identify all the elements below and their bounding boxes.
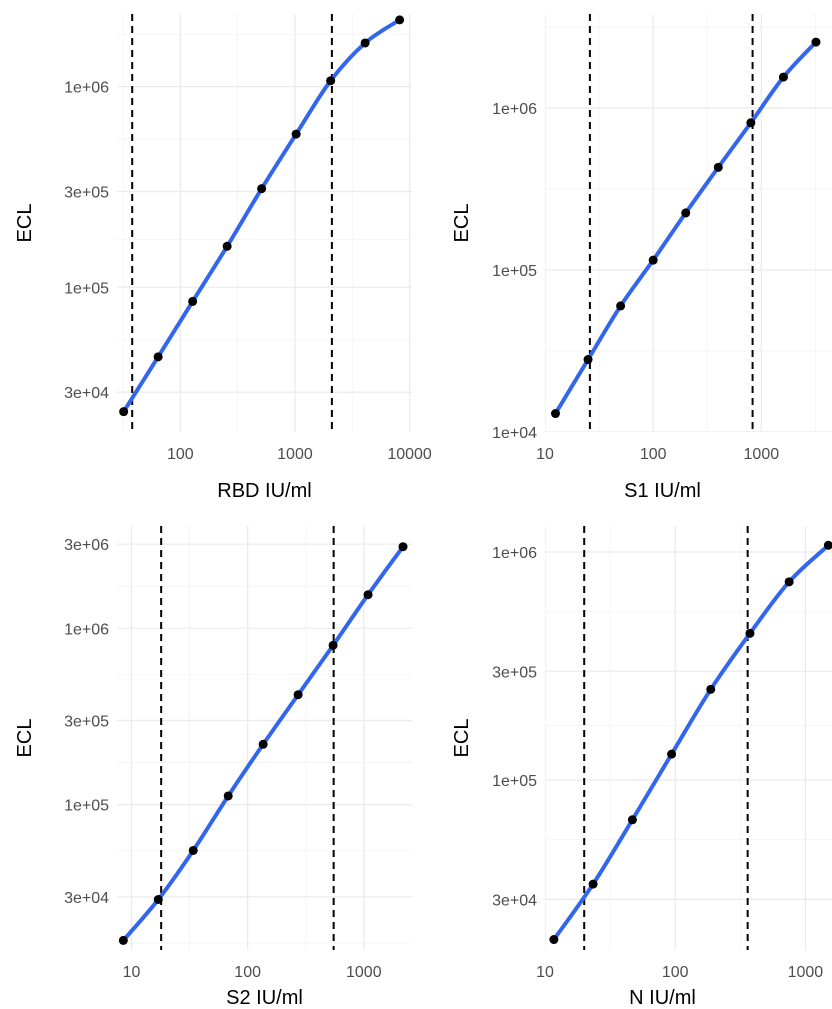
data-point — [583, 355, 593, 365]
data-point — [223, 791, 233, 801]
fit-curve — [553, 40, 818, 416]
data-point — [681, 208, 691, 218]
data-point — [326, 76, 336, 86]
x-tick-label: 10 — [123, 964, 141, 981]
x-tick-label: 1000 — [346, 964, 382, 981]
x-tick-label: 100 — [234, 964, 261, 981]
y-axis-title: ECL — [14, 204, 36, 243]
y-tick-label: 1e+05 — [64, 280, 109, 297]
y-tick-label: 1e+04 — [492, 425, 537, 442]
data-point — [550, 409, 560, 419]
x-axis-title: N IU/ml — [629, 987, 696, 1009]
y-tick-label: 1e+05 — [492, 263, 537, 280]
x-axis-title: S1 IU/ml — [624, 480, 701, 502]
y-tick-label: 1e+05 — [492, 773, 537, 790]
fit-curve — [551, 543, 831, 942]
data-point — [258, 739, 268, 749]
plot-area — [550, 14, 821, 432]
y-tick-label: 1e+06 — [492, 101, 537, 118]
x-axis-title: S2 IU/ml — [226, 987, 303, 1009]
data-point — [188, 296, 198, 306]
x-tick-label: 10 — [536, 446, 554, 463]
data-point — [153, 352, 163, 362]
x-axis-title: RBD IU/ml — [217, 480, 311, 502]
chart-panel-4: 10 100 1000 3e+04 1e+05 3e+05 1e+06 N IU/ml ECL — [451, 526, 832, 1009]
y-tick-label: 3e+04 — [492, 892, 537, 909]
data-point — [706, 684, 716, 694]
data-point — [293, 690, 303, 700]
data-point — [363, 590, 373, 600]
y-tick-label: 3e+05 — [64, 714, 109, 731]
plot-area — [119, 14, 405, 432]
plot-area — [118, 526, 408, 950]
y-axis-title: ECL — [14, 719, 36, 758]
data-point — [648, 255, 658, 265]
data-point — [549, 935, 559, 945]
data-point — [222, 241, 232, 251]
y-tick-label: 3e+05 — [64, 185, 109, 202]
data-point — [119, 407, 129, 417]
x-tick-label: 100 — [167, 446, 194, 463]
x-tick-label: 1000 — [788, 964, 824, 981]
x-tick-label: 1000 — [277, 446, 313, 463]
data-point — [784, 577, 794, 587]
x-tick-label: 100 — [640, 446, 667, 463]
data-point — [811, 37, 821, 47]
y-tick-label: 3e+06 — [64, 537, 109, 554]
chart-panel-1: 100 1000 10000 3e+04 1e+05 3e+05 1e+06 RBD IU/m… — [14, 14, 432, 502]
grid — [117, 14, 412, 432]
x-tick-label: 10 — [536, 964, 554, 981]
y-tick-label: 3e+05 — [492, 664, 537, 681]
data-point — [360, 38, 370, 48]
x-tick-label: 10000 — [387, 446, 432, 463]
data-point — [188, 845, 198, 855]
data-point — [778, 72, 788, 82]
data-point — [616, 301, 626, 311]
data-point — [667, 749, 677, 759]
y-tick-label: 1e+05 — [64, 798, 109, 815]
data-point — [291, 129, 301, 139]
chart-panel-2: 10 100 1000 1e+04 1e+05 1e+06 S1 IU/ml ECL — [451, 14, 832, 502]
data-point — [153, 894, 163, 904]
y-axis-title: ECL — [451, 719, 473, 758]
data-point — [588, 879, 598, 889]
data-point — [328, 640, 338, 650]
data-point — [746, 118, 756, 128]
plot-area — [549, 526, 832, 950]
y-tick-label: 1e+06 — [64, 621, 109, 638]
data-point — [745, 628, 755, 638]
grid — [117, 526, 412, 950]
grid — [545, 14, 832, 432]
y-tick-label: 3e+04 — [64, 890, 109, 907]
x-tick-label: 100 — [662, 964, 689, 981]
x-tick-label: 1000 — [744, 446, 780, 463]
data-point — [395, 15, 405, 25]
data-point — [257, 184, 267, 194]
data-point — [398, 542, 408, 552]
y-tick-label: 1e+06 — [492, 545, 537, 562]
fit-curve — [121, 17, 402, 414]
data-point — [118, 935, 128, 945]
data-point — [823, 540, 832, 550]
chart-panel-3: 10 100 1000 3e+04 1e+05 3e+05 1e+06 3e+06 S2 IU/… — [14, 526, 412, 1009]
y-axis-title: ECL — [451, 204, 473, 243]
data-point — [627, 815, 637, 825]
y-tick-label: 3e+04 — [64, 385, 109, 402]
grid — [545, 526, 832, 950]
data-point — [713, 162, 723, 172]
y-tick-label: 1e+06 — [64, 80, 109, 97]
